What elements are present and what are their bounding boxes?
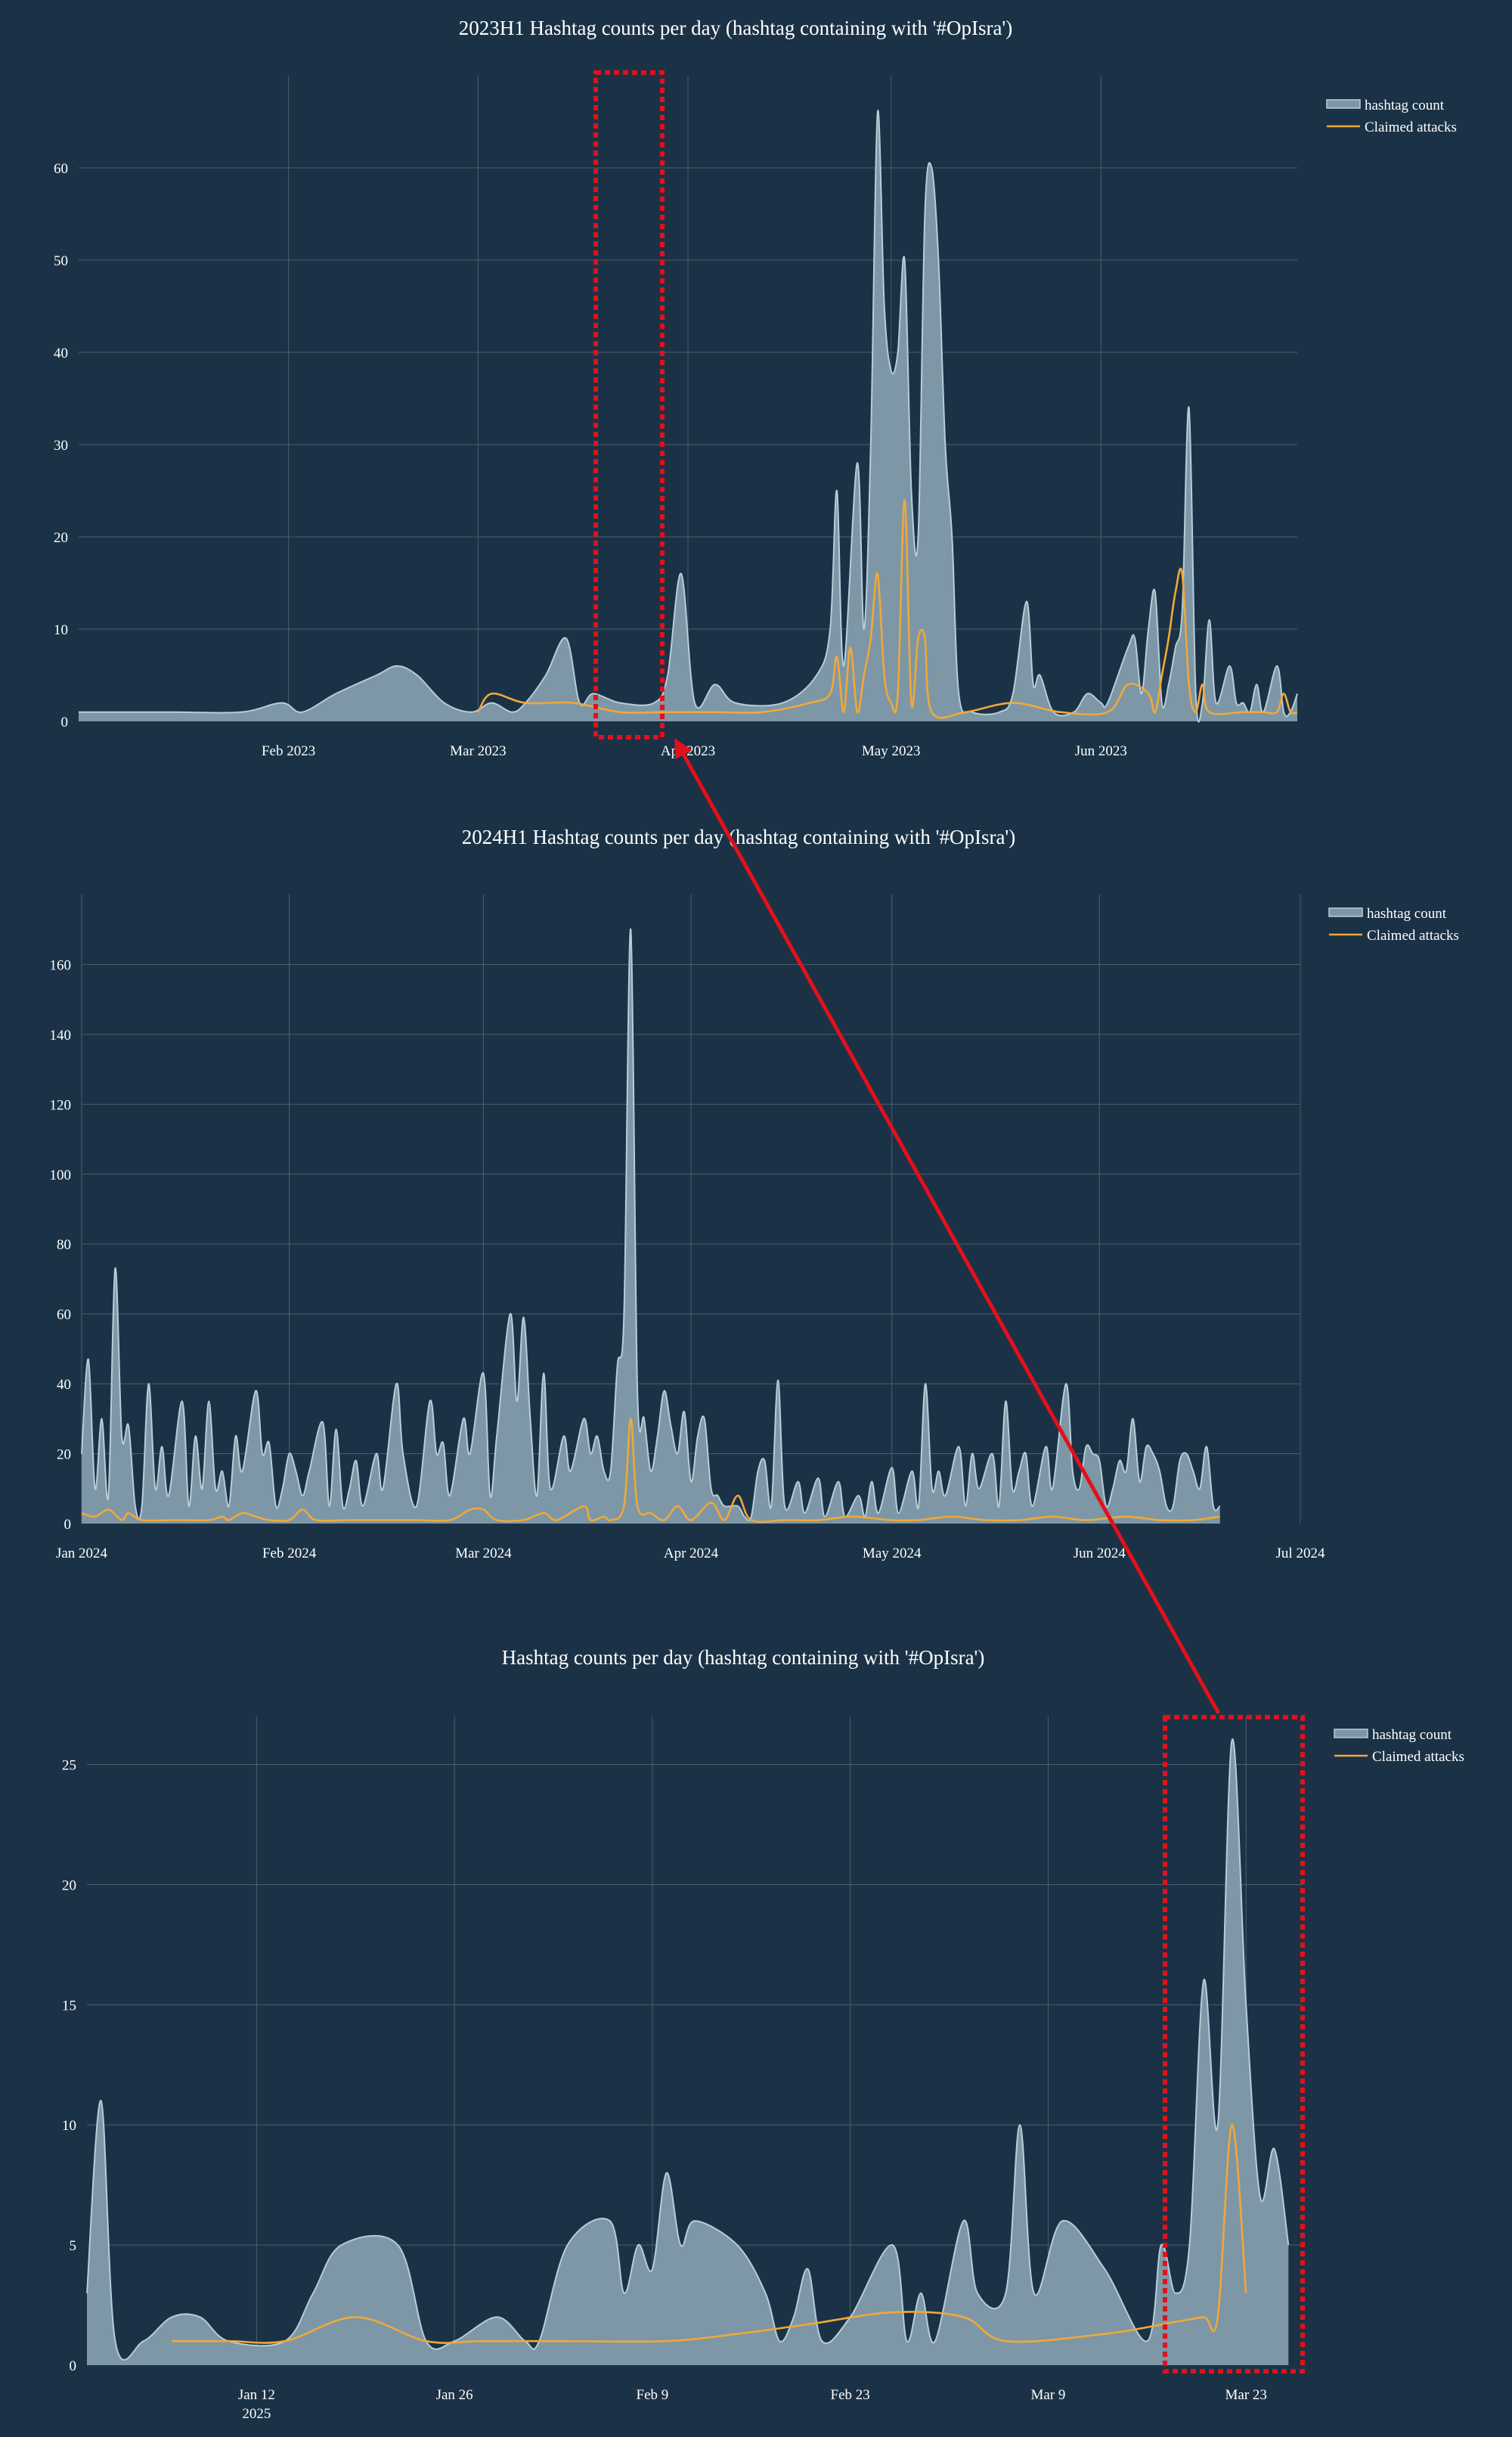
y-tick-label: 20 bbox=[54, 530, 68, 546]
legend-label: hashtag count bbox=[1367, 906, 1447, 922]
x-tick-label: May 2023 bbox=[862, 743, 921, 759]
legend-swatch-hashtag-count bbox=[1326, 99, 1361, 109]
legend: hashtag count Claimed attacks bbox=[1326, 98, 1457, 135]
x-tick-label: Jul 2024 bbox=[1276, 1546, 1325, 1561]
x-tick-label: Mar 23 bbox=[1225, 2387, 1267, 2403]
y-tick-label: 120 bbox=[50, 1097, 72, 1113]
legend-label: Claimed attacks bbox=[1365, 119, 1457, 135]
x-tick-label: Jan 12 bbox=[238, 2387, 275, 2403]
legend-label: Claimed attacks bbox=[1367, 928, 1459, 944]
hashtag-count-outline bbox=[86, 1738, 1290, 2361]
y-tick-label: 20 bbox=[62, 1877, 76, 1893]
chart-title: 2023H1 Hashtag counts per day (hashtag c… bbox=[459, 17, 1013, 39]
y-tick-label: 0 bbox=[64, 1517, 72, 1533]
annotations bbox=[593, 70, 1305, 2373]
y-tick-label: 50 bbox=[54, 253, 68, 269]
legend: hashtag count Claimed attacks bbox=[1328, 906, 1459, 944]
chart-title: 2024H1 Hashtag counts per day (hashtag c… bbox=[462, 826, 1016, 848]
y-tick-label: 100 bbox=[50, 1167, 72, 1183]
chart-2024h1: 2024H1 Hashtag counts per day (hashtag c… bbox=[50, 826, 1459, 1561]
y-tick-label: 80 bbox=[57, 1237, 71, 1253]
grid bbox=[79, 76, 1297, 721]
legend-swatch-hashtag-count bbox=[1328, 907, 1363, 917]
x-tick-label: Jan 26 bbox=[436, 2387, 473, 2403]
chart-title: Hashtag counts per day (hashtag containi… bbox=[502, 1646, 985, 1669]
legend-label: Claimed attacks bbox=[1372, 1749, 1464, 1765]
comparison-arrow bbox=[674, 738, 1221, 1715]
y-tick-label: 10 bbox=[62, 2118, 76, 2134]
x-tick-label: Jun 2023 bbox=[1075, 743, 1127, 759]
chart-2025q1: Hashtag counts per day (hashtag containi… bbox=[62, 1646, 1464, 2422]
x-tick-label: Mar 2024 bbox=[455, 1546, 512, 1561]
legend-label: hashtag count bbox=[1365, 98, 1445, 113]
y-tick-label: 40 bbox=[54, 346, 68, 361]
x-tick-label: Mar 2023 bbox=[450, 743, 506, 759]
hashtag-count-outline bbox=[79, 110, 1298, 723]
y-tick-label: 160 bbox=[50, 957, 72, 973]
y-tick-label: 0 bbox=[61, 715, 69, 730]
claimed-attacks-line bbox=[172, 2123, 1247, 2344]
hashtag-count-area bbox=[79, 110, 1297, 722]
y-tick-label: 40 bbox=[57, 1377, 71, 1393]
grid bbox=[87, 1716, 1303, 2365]
legend-swatch-hashtag-count bbox=[1334, 1729, 1368, 1738]
legend-label: hashtag count bbox=[1372, 1727, 1452, 1743]
x-tick-label: Jan 2024 bbox=[56, 1546, 108, 1561]
y-tick-label: 60 bbox=[54, 161, 68, 177]
hashtag-count-area bbox=[87, 1739, 1289, 2365]
x-tick-label: Mar 9 bbox=[1030, 2387, 1065, 2403]
highlight-box-2023 bbox=[593, 70, 665, 739]
x-tick-label: Apr 2023 bbox=[661, 743, 715, 759]
chart-2023h1: 2023H1 Hashtag counts per day (hashtag c… bbox=[54, 17, 1457, 759]
x-tick-sublabel: 2025 bbox=[242, 2406, 271, 2422]
x-tick-label: May 2024 bbox=[863, 1546, 922, 1561]
y-tick-label: 30 bbox=[54, 438, 68, 454]
x-tick-label: Feb 2024 bbox=[262, 1546, 317, 1561]
y-tick-label: 60 bbox=[57, 1307, 71, 1323]
y-tick-label: 0 bbox=[70, 2358, 77, 2374]
hashtag-count-area bbox=[82, 929, 1220, 1524]
y-tick-label: 10 bbox=[54, 622, 68, 638]
x-tick-label: Feb 2023 bbox=[262, 743, 315, 759]
y-tick-label: 5 bbox=[70, 2238, 77, 2254]
x-tick-label: Feb 23 bbox=[831, 2387, 870, 2403]
y-tick-label: 20 bbox=[57, 1447, 71, 1463]
grid bbox=[81, 894, 1301, 1524]
y-tick-label: 25 bbox=[62, 1758, 76, 1774]
y-tick-label: 15 bbox=[62, 1998, 76, 2014]
claimed-attacks-line bbox=[81, 1417, 1220, 1524]
x-tick-label: Feb 9 bbox=[637, 2387, 669, 2403]
hashtag-count-outline bbox=[81, 929, 1221, 1521]
x-tick-label: Apr 2024 bbox=[664, 1546, 719, 1561]
x-tick-label: Jun 2024 bbox=[1074, 1546, 1126, 1561]
legend: hashtag count Claimed attacks bbox=[1334, 1727, 1464, 1765]
claimed-attacks-line bbox=[477, 498, 1298, 719]
y-tick-label: 140 bbox=[50, 1028, 72, 1043]
highlight-box-2025 bbox=[1163, 1715, 1305, 2373]
